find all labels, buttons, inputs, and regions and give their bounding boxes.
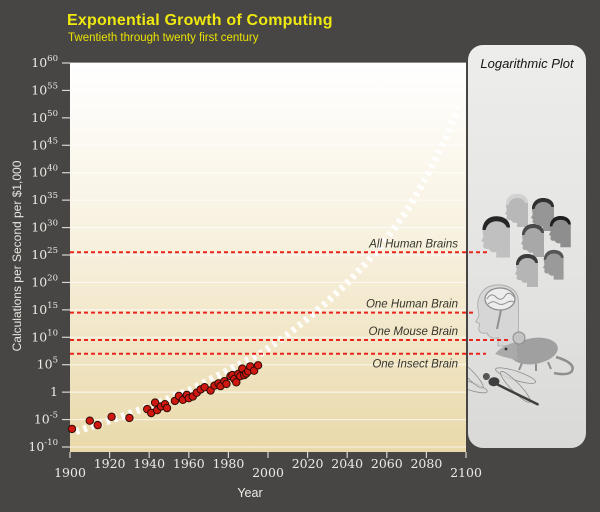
- data-point: [228, 370, 237, 380]
- threshold-label: All Human Brains: [368, 238, 458, 250]
- y-tick-label: 10-10: [28, 438, 58, 454]
- x-tick-label: 1980: [212, 456, 244, 471]
- data-point: [162, 403, 172, 413]
- x-tick-label: 1900: [54, 465, 86, 480]
- y-tick-label: 1025: [31, 246, 58, 262]
- data-point: [206, 386, 215, 395]
- y-tick-label: 1020: [31, 273, 58, 289]
- human-head-with-brain-icon: [475, 284, 519, 347]
- data-point: [182, 390, 192, 400]
- data-point: [222, 379, 231, 389]
- data-point: [240, 370, 249, 380]
- trend-line: [74, 100, 464, 435]
- y-tick-label: 1015: [31, 301, 58, 317]
- data-point: [67, 424, 77, 434]
- page-title: Exponential Growth of Computing: [67, 12, 333, 29]
- head-7: [542, 249, 564, 280]
- side-panel-title: Logarithmic Plot: [480, 56, 574, 71]
- x-tick-label: 2000: [252, 465, 284, 480]
- data-point: [214, 379, 223, 388]
- y-tick-label: 1: [50, 384, 58, 399]
- data-point: [200, 383, 209, 392]
- data-point: [93, 420, 102, 430]
- mouse-icon: [495, 331, 574, 376]
- head-2: [531, 198, 554, 231]
- data-point: [170, 396, 180, 406]
- dragonfly-icon: [468, 361, 539, 406]
- data-point: [234, 369, 243, 379]
- y-tick-label: 1010: [31, 328, 58, 344]
- data-point: [85, 416, 95, 425]
- data-point: [242, 369, 251, 378]
- data-point: [188, 392, 198, 401]
- data-point: [184, 394, 194, 403]
- head-6: [515, 254, 538, 287]
- x-tick-label: 1940: [133, 456, 165, 471]
- page-subtitle: Twentieth through twenty first century: [68, 32, 259, 44]
- data-point: [220, 377, 229, 386]
- x-tick-label: 2100: [450, 465, 482, 480]
- data-point: [236, 372, 245, 381]
- data-point: [196, 385, 205, 394]
- x-tick-label: 2060: [371, 456, 403, 471]
- data-point: [230, 374, 239, 384]
- data-point: [216, 381, 225, 391]
- y-tick-label: 10-5: [34, 411, 58, 427]
- data-point: [156, 402, 166, 411]
- data-point: [226, 372, 235, 381]
- data-point: [147, 408, 156, 418]
- data-point: [152, 406, 162, 415]
- head-4: [521, 224, 544, 257]
- data-point: [150, 398, 160, 407]
- head-5: [548, 215, 571, 248]
- x-tick-label: 2040: [331, 456, 363, 471]
- data-point: [249, 366, 259, 375]
- y-tick-label: 1040: [31, 164, 58, 180]
- y-tick-label: 1030: [31, 219, 58, 235]
- threshold-label: One Mouse Brain: [369, 326, 459, 338]
- x-tick-label: 1920: [94, 456, 126, 471]
- x-tick-label: 1960: [173, 456, 205, 471]
- data-point: [160, 400, 170, 409]
- threshold-label: One Human Brain: [366, 299, 458, 311]
- y-tick-label: 1035: [31, 191, 58, 207]
- data-point: [210, 381, 219, 390]
- data-point: [192, 388, 201, 397]
- x-axis-title: Year: [237, 486, 263, 500]
- x-tick-label: 2080: [410, 456, 442, 471]
- data-point: [253, 361, 263, 370]
- y-tick-label: 1060: [31, 54, 58, 70]
- data-point: [125, 413, 134, 423]
- y-tick-label: 1045: [31, 136, 58, 152]
- logarithmic-plot-side-panel: Logarithmic Plot: [468, 45, 586, 448]
- y-tick-label: 105: [37, 356, 58, 372]
- y-tick-label: 1050: [31, 109, 58, 125]
- plot-area: [70, 63, 466, 452]
- head-3: [481, 216, 510, 258]
- crowd-of-human-heads-icon: [481, 194, 571, 287]
- data-point: [178, 395, 188, 404]
- data-point: [238, 364, 247, 373]
- data-point: [244, 367, 253, 376]
- data-point: [143, 404, 152, 414]
- data-point: [246, 362, 255, 371]
- head-1: [505, 194, 528, 227]
- data-point: [174, 391, 184, 401]
- y-axis-title: Calculations per Second per $1,000: [10, 160, 24, 352]
- data-point: [232, 378, 241, 387]
- y-tick-label: 1055: [31, 81, 58, 97]
- threshold-label: One Insect Brain: [372, 359, 458, 371]
- x-tick-label: 2020: [292, 456, 324, 471]
- data-point: [107, 412, 116, 421]
